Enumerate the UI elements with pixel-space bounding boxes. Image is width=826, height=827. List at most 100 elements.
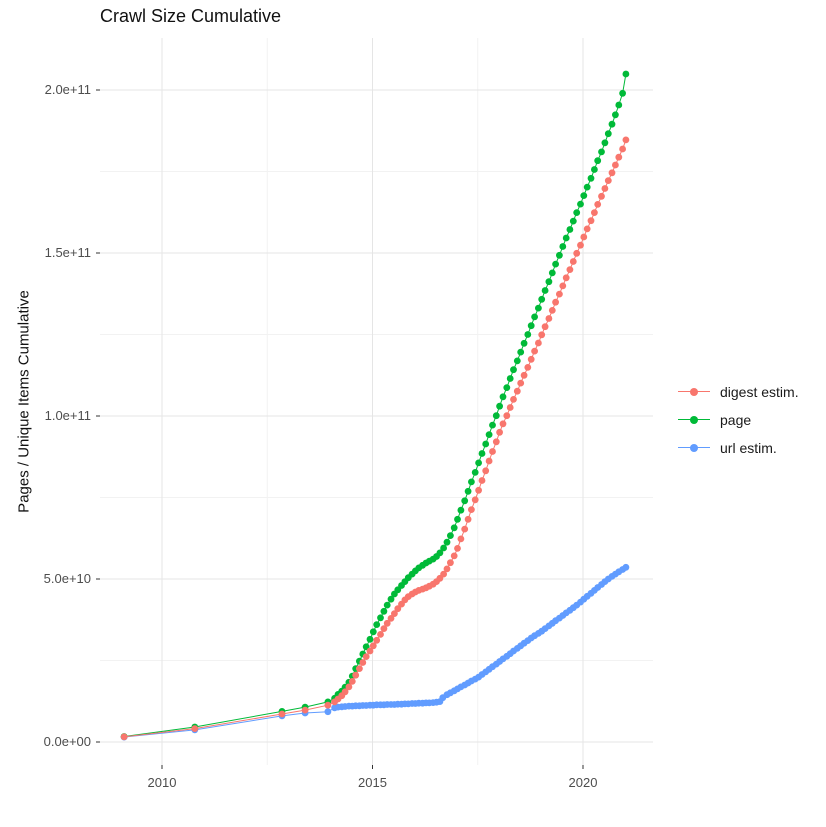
data-point [120,733,128,741]
data-point [559,282,567,290]
data-point [510,396,517,403]
y-tick-label: 1.5e+11 [44,245,91,260]
legend-key-dot [690,388,698,396]
data-point [622,136,630,144]
data-point [601,185,609,192]
data-point [577,200,584,208]
legend-key-dot [690,444,698,452]
series-url-estim [120,563,630,741]
y-tick-label: 5.0e+10 [43,571,91,586]
data-point [348,678,356,685]
data-point [436,549,444,557]
data-point [496,402,503,410]
data-point [475,459,482,467]
data-point [383,619,391,627]
data-point [538,295,546,303]
data-point [556,290,563,298]
data-point [622,70,630,78]
data-point [377,631,384,638]
data-point [562,274,570,282]
data-point [569,258,577,265]
data-point [454,515,461,523]
data-point [301,706,309,714]
chart-title: Crawl Size Cumulative [100,6,282,26]
data-point [464,487,472,495]
data-point [324,701,332,709]
data-point [447,559,454,567]
data-point [541,287,549,294]
data-point [608,169,616,177]
data-point [380,607,388,615]
data-point [587,174,595,182]
data-point [619,89,626,97]
data-point [447,532,454,539]
y-axis-title: Pages / Unique Items Cumulative [15,290,33,513]
data-point [506,404,514,411]
legend-key-dot [690,416,698,424]
y-tick-label: 2.0e+11 [44,82,91,97]
data-point [591,209,598,217]
data-point [622,563,630,571]
data-point [394,605,402,613]
data-point [356,665,363,672]
data-point [366,635,374,643]
x-tick-label: 2010 [147,775,177,790]
data-point [594,201,602,208]
data-point [587,217,595,225]
data-point [517,348,525,356]
y-tick-label: 1.0e+11 [44,408,91,423]
legend-item-page: page [678,406,799,434]
data-point [535,339,542,347]
x-tick-label: 2015 [358,775,387,790]
data-point [535,304,542,312]
data-point [485,431,493,438]
x-tick-label: 2020 [568,775,598,790]
data-point [383,601,391,609]
data-point [440,570,447,578]
data-point [545,278,553,286]
data-point [513,387,521,395]
data-point [482,440,490,448]
gridlines [100,38,653,765]
data-point [524,331,532,338]
data-point [471,469,479,476]
data-point [601,139,609,147]
data-point [461,497,469,505]
data-point [583,225,591,233]
data-point [594,157,602,165]
data-point [352,671,360,679]
data-point [506,375,514,382]
data-point [369,642,377,650]
data-point [391,610,398,617]
data-point [478,450,486,457]
data-point [531,347,538,355]
data-point [577,241,584,249]
data-point [440,544,447,552]
data-point [556,251,563,259]
legend-key-icon [678,385,710,399]
data-point [573,249,581,257]
legend-key-icon [678,413,710,427]
data-point [373,636,381,644]
series-line [124,566,627,738]
legend-label: digest estim. [720,384,799,400]
data-point [191,725,199,732]
series-page [120,70,630,740]
data-point [552,298,559,306]
legend-item-url-estim: url estim. [678,434,799,462]
data-point [443,565,451,573]
data-point [362,653,370,660]
series-layer [120,70,630,741]
data-point [450,552,458,560]
data-point [520,339,528,347]
data-point [538,331,546,339]
data-point [552,260,559,268]
data-point [531,313,538,321]
data-point [503,384,511,391]
data-point [604,177,612,185]
data-point [510,366,517,374]
series-line [124,73,627,737]
data-point [612,111,619,119]
data-point [485,457,493,465]
